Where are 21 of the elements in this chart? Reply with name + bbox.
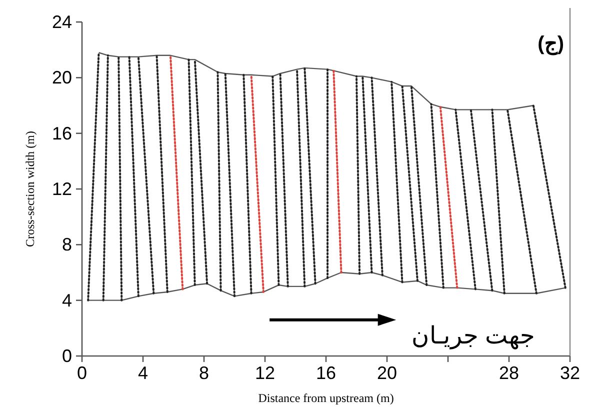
annotation: (ج) (538, 33, 564, 56)
line-series (98, 52, 534, 110)
line-series (88, 272, 566, 301)
y-tick-label: 16 (52, 123, 72, 144)
x-tick-label: 16 (316, 363, 336, 383)
x-tick-label: 4 (138, 363, 148, 383)
annotation: جهت جریـان (411, 322, 536, 350)
y-tick-label: 20 (52, 68, 72, 88)
x-axis-title: Distance from upstream (m) (258, 391, 394, 405)
y-axis-title: Cross-section width (m) (23, 131, 37, 247)
y-tick-label: 8 (62, 234, 72, 255)
y-tick-label: 24 (52, 12, 72, 32)
y-tick-label: 12 (52, 179, 72, 199)
x-tick-label: 32 (560, 363, 580, 383)
x-tick-label: 28 (498, 363, 520, 383)
x-tick-label: 8 (198, 363, 210, 383)
y-tick-label: 0 (62, 346, 72, 366)
x-tick-label: 20 (376, 363, 398, 383)
x-tick-label: 12 (254, 363, 276, 383)
x-tick-label: 0 (76, 363, 88, 383)
y-tick-label: 4 (62, 290, 72, 310)
